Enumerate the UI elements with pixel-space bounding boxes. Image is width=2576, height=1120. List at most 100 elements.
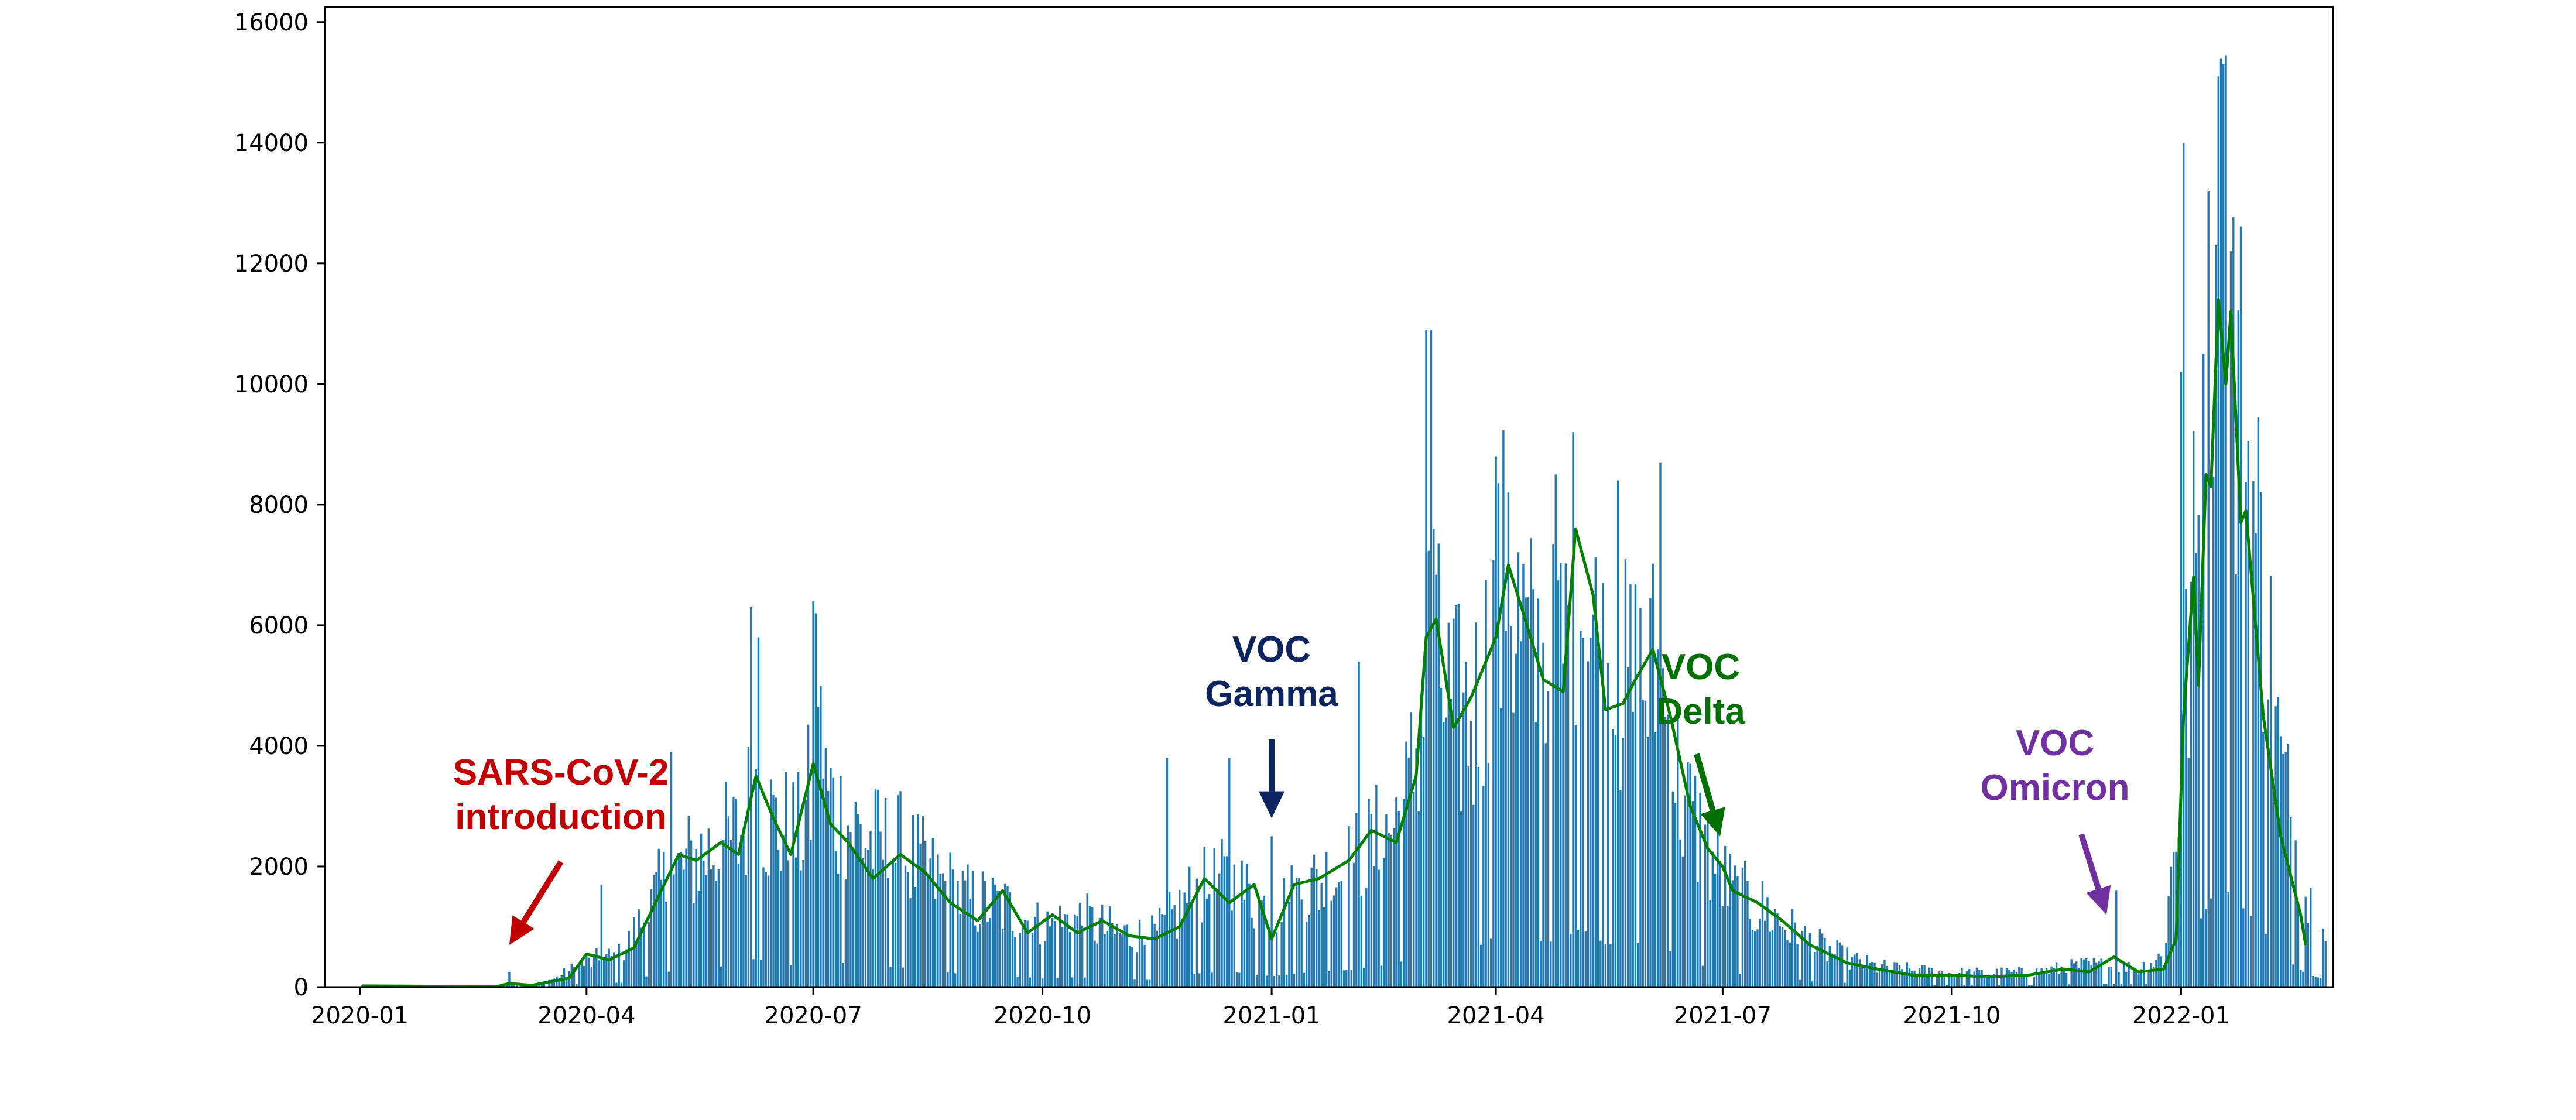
bar xyxy=(1203,847,1205,987)
bar xyxy=(2324,940,2327,987)
bar xyxy=(1101,905,1104,987)
bar xyxy=(1824,937,1826,987)
bar xyxy=(1074,914,1076,987)
bar xyxy=(2092,958,2095,987)
bar xyxy=(1804,925,1806,987)
bar xyxy=(2207,191,2210,988)
bar xyxy=(2100,958,2102,987)
annotation-text: introduction xyxy=(455,797,667,837)
bar xyxy=(1427,550,1430,987)
bar xyxy=(1741,867,1744,987)
bar xyxy=(1654,732,1657,987)
bar xyxy=(1088,906,1091,987)
bar xyxy=(1450,699,1453,987)
bar xyxy=(862,858,864,987)
bar xyxy=(1721,906,1724,987)
bar xyxy=(677,853,680,987)
bar xyxy=(632,917,635,987)
bar xyxy=(648,922,650,987)
bar xyxy=(2155,960,2157,987)
bar xyxy=(1482,786,1485,987)
annotation-arrow-head xyxy=(509,915,535,945)
bar xyxy=(1547,690,1550,987)
bar xyxy=(1652,563,1654,987)
bar xyxy=(2289,817,2292,987)
annotation-arrow-shaft xyxy=(1694,753,1716,811)
bar xyxy=(667,971,670,987)
bar xyxy=(1662,668,1664,987)
x-tick-label: 2020-01 xyxy=(311,1002,409,1029)
bar xyxy=(1766,897,1769,987)
bar xyxy=(1121,934,1123,987)
bar xyxy=(1624,559,1627,987)
bar xyxy=(1599,940,1602,987)
bar xyxy=(1851,957,1854,987)
bar xyxy=(703,861,705,987)
bar xyxy=(986,922,989,987)
bar xyxy=(2299,970,2302,987)
bar xyxy=(1270,836,1273,987)
bar xyxy=(1342,970,1345,987)
bar xyxy=(1133,979,1136,987)
bar xyxy=(583,965,585,987)
bar xyxy=(1328,971,1330,987)
bar xyxy=(610,955,613,987)
bar xyxy=(722,840,725,987)
bar xyxy=(2297,903,2300,987)
bar xyxy=(877,789,879,987)
annotation-text: VOC xyxy=(1232,629,1311,670)
bar xyxy=(971,871,974,987)
bar xyxy=(780,871,782,987)
bar xyxy=(1402,799,1405,987)
bar xyxy=(1235,972,1238,987)
bar xyxy=(1485,580,1487,987)
bar xyxy=(1594,557,1597,987)
bar xyxy=(1258,896,1260,987)
bar xyxy=(707,828,710,987)
bar xyxy=(1215,892,1218,987)
bar xyxy=(954,973,957,987)
bar xyxy=(1861,966,1864,987)
bar xyxy=(2075,961,2078,987)
bar xyxy=(2090,965,2092,987)
bar xyxy=(1886,965,1888,987)
bar xyxy=(1198,973,1201,987)
bar xyxy=(2212,477,2215,987)
bar xyxy=(937,854,939,987)
bar xyxy=(655,872,657,987)
bar xyxy=(1016,976,1019,987)
bar xyxy=(969,899,971,987)
bar xyxy=(1218,873,1221,987)
bar xyxy=(1828,946,1831,987)
bar xyxy=(1943,974,1945,987)
bar xyxy=(2215,245,2217,987)
bar xyxy=(2229,251,2232,988)
bar xyxy=(1036,902,1039,987)
bar xyxy=(2035,968,2038,987)
bar xyxy=(1898,965,1901,987)
bar xyxy=(832,777,834,987)
bar xyxy=(1936,975,1938,987)
bar xyxy=(663,852,665,987)
bar xyxy=(941,873,944,987)
bar xyxy=(1781,927,1784,987)
bar xyxy=(1540,940,1542,987)
bar xyxy=(1821,933,1824,987)
bar xyxy=(1893,962,1896,987)
bar xyxy=(1460,811,1462,987)
bar xyxy=(520,985,523,987)
bar xyxy=(1382,858,1385,987)
bar xyxy=(1368,799,1370,987)
bar xyxy=(2055,962,2058,987)
bar xyxy=(1674,803,1677,987)
bar xyxy=(1933,985,1936,987)
bar xyxy=(1024,920,1026,987)
bar xyxy=(919,843,922,987)
bar xyxy=(576,984,578,987)
bar xyxy=(1191,900,1193,987)
bar xyxy=(1375,785,1378,987)
bar xyxy=(1310,867,1313,987)
bar xyxy=(864,848,867,987)
bar xyxy=(2125,971,2128,987)
bar xyxy=(1961,968,1963,987)
